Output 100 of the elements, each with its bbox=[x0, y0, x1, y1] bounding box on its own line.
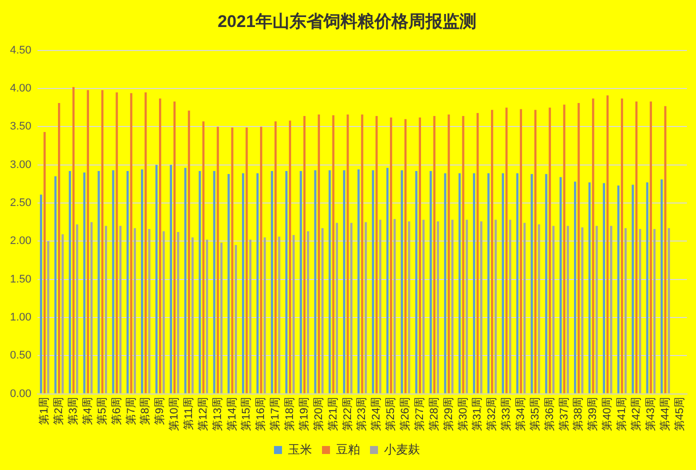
bar bbox=[270, 170, 274, 394]
bar bbox=[134, 228, 136, 394]
bar bbox=[379, 220, 382, 394]
y-tick-label: 1.50 bbox=[10, 273, 32, 286]
x-tick-label: 第2周 bbox=[53, 396, 66, 425]
bar bbox=[119, 226, 122, 394]
bar bbox=[566, 226, 569, 394]
bar bbox=[346, 114, 349, 394]
bar bbox=[632, 184, 634, 394]
x-tick-label: 第35周 bbox=[529, 396, 542, 432]
bar bbox=[206, 240, 208, 394]
bar bbox=[246, 127, 248, 394]
bar bbox=[538, 224, 540, 394]
y-tick-label: 2.50 bbox=[10, 197, 32, 210]
bar bbox=[408, 221, 410, 394]
x-tick-label: 第20周 bbox=[312, 396, 325, 432]
x-tick-label: 第34周 bbox=[514, 396, 527, 432]
bar bbox=[357, 169, 360, 394]
x-tick-label: 第43周 bbox=[644, 396, 657, 432]
bar bbox=[523, 222, 526, 394]
bar bbox=[578, 103, 580, 394]
x-tick-label: 第9周 bbox=[154, 396, 166, 425]
bar bbox=[433, 116, 436, 394]
x-tick-label: 第12周 bbox=[197, 396, 210, 432]
bar bbox=[288, 120, 292, 394]
x-tick-label: 第15周 bbox=[240, 396, 253, 432]
x-tick-label: 第6周 bbox=[110, 396, 123, 425]
x-tick-label: 第19周 bbox=[298, 396, 310, 432]
bar bbox=[376, 116, 378, 394]
bar bbox=[394, 219, 396, 394]
bar bbox=[581, 227, 584, 394]
bar bbox=[292, 235, 295, 394]
bar bbox=[364, 222, 367, 394]
bar bbox=[321, 228, 324, 394]
bar bbox=[462, 116, 464, 394]
bar bbox=[436, 221, 440, 394]
bar bbox=[390, 118, 392, 394]
bar bbox=[256, 173, 259, 394]
bar bbox=[72, 87, 75, 394]
x-tick-label: 第1周 bbox=[38, 396, 51, 425]
bar bbox=[530, 174, 533, 394]
bar bbox=[306, 231, 310, 394]
bar bbox=[545, 174, 548, 394]
bar bbox=[90, 222, 93, 394]
bar bbox=[101, 90, 104, 394]
y-tick-label: 4.00 bbox=[10, 82, 32, 95]
bar bbox=[494, 220, 497, 394]
x-tick-label: 第22周 bbox=[342, 396, 354, 432]
bar bbox=[300, 170, 302, 394]
bar bbox=[336, 222, 338, 394]
bar bbox=[458, 173, 461, 394]
bar bbox=[228, 174, 230, 394]
bar bbox=[126, 170, 129, 394]
bar bbox=[343, 170, 346, 394]
bar bbox=[159, 98, 162, 394]
x-tick-label: 第24周 bbox=[370, 396, 383, 432]
x-tick-label: 第40周 bbox=[602, 396, 614, 432]
x-tick-label: 第27周 bbox=[414, 396, 426, 432]
bar bbox=[480, 221, 482, 394]
x-tick-label: 第29周 bbox=[442, 396, 455, 432]
bar bbox=[664, 106, 666, 394]
x-tick-label: 第23周 bbox=[356, 396, 368, 432]
bar bbox=[574, 182, 576, 394]
bar bbox=[155, 164, 158, 394]
bar bbox=[638, 228, 642, 394]
bar bbox=[112, 170, 114, 394]
y-tick-label: 2.00 bbox=[10, 235, 32, 248]
bar bbox=[548, 108, 551, 394]
y-tick-label: 0.50 bbox=[10, 350, 32, 362]
bar bbox=[44, 132, 46, 394]
bar bbox=[451, 220, 454, 394]
x-tick-label: 第41周 bbox=[616, 396, 628, 432]
x-tick-label: 第14周 bbox=[226, 396, 238, 432]
y-tick-label: 3.50 bbox=[10, 120, 32, 133]
bar bbox=[68, 170, 71, 394]
bar bbox=[260, 126, 262, 394]
bar bbox=[404, 119, 407, 394]
bar bbox=[54, 176, 57, 394]
x-tick-label: 第21周 bbox=[327, 396, 340, 432]
bar bbox=[303, 116, 306, 394]
x-tick-label: 第25周 bbox=[385, 396, 398, 432]
x-tick-label: 第39周 bbox=[587, 396, 600, 432]
bar bbox=[361, 114, 364, 394]
x-tick-label: 第11周 bbox=[183, 396, 195, 430]
y-tick-label: 1.00 bbox=[10, 311, 32, 324]
bar bbox=[332, 115, 334, 394]
x-tick-label: 第30周 bbox=[457, 396, 470, 432]
bar bbox=[177, 232, 180, 394]
bar bbox=[234, 244, 237, 394]
bar bbox=[40, 194, 42, 394]
bar bbox=[314, 170, 316, 394]
bar bbox=[213, 170, 216, 394]
bar bbox=[617, 185, 620, 394]
bar bbox=[660, 179, 663, 394]
bar bbox=[635, 102, 638, 394]
bar bbox=[476, 112, 479, 394]
x-tick-label: 第10周 bbox=[168, 396, 181, 432]
bar bbox=[620, 98, 624, 394]
x-tick-label: 第4周 bbox=[82, 396, 94, 425]
bar bbox=[144, 92, 147, 394]
